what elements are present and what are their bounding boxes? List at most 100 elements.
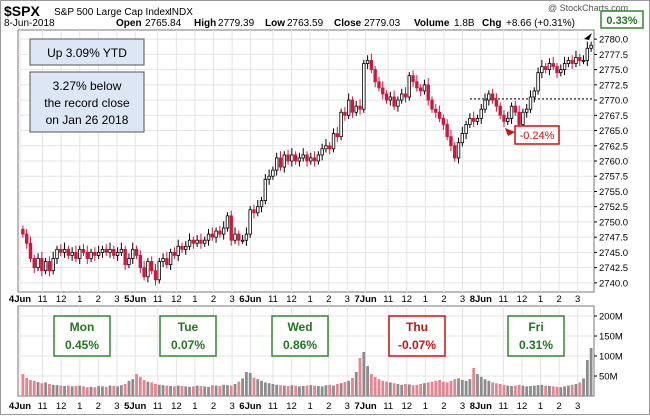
volume-bar-96 [385,381,388,396]
vol-ytick-label-3: 200M [599,312,623,323]
high-label: High [194,18,216,29]
candle-body-142 [559,69,563,74]
candle-body-133 [525,108,529,113]
volume-bar-138 [544,385,548,396]
candle-body-138 [543,66,548,71]
volume-bar-51 [214,385,218,396]
candle-body-104 [415,81,419,89]
price-ytick-label-7: 2757.5 [599,172,628,183]
candle-body-62 [256,206,260,214]
volume-bar-1 [25,378,29,396]
volume-bar-93 [373,376,377,396]
volume-bar-33 [146,381,150,396]
vol-xtick-label-5: 3 [114,401,119,412]
volume-bar-83 [335,384,339,396]
volume-bar-32 [142,380,146,396]
volume-bar-34 [150,382,154,396]
vol-xtick-label-21: 1 [423,401,428,412]
volume-bar-47 [199,386,203,396]
volume-bar-10 [59,385,63,396]
day-name-4: Fri [528,320,543,334]
candle-body-46 [195,239,199,244]
candle-body-40 [172,251,177,256]
candle-body-105 [418,87,423,92]
vol-xtick-label-1: 11 [38,401,48,412]
price-xtick-label-17: 3 [345,294,350,305]
volume-bar-45 [191,386,195,396]
volume-bar-84 [339,383,343,396]
candle-body-99 [396,99,400,107]
candle-body-27 [123,248,127,265]
high-value: 2779.39 [218,18,255,29]
candles [21,41,593,286]
volume-bar-61 [252,377,256,396]
candle-body-42 [180,245,184,250]
neg-badge-arrow [505,128,515,136]
volume-bar-141 [555,386,559,396]
volume-bar-143 [563,386,566,396]
vol-xtick-label-2: 12 [56,401,67,412]
volume-bar-58 [241,378,244,396]
candle-body-51 [214,230,218,238]
volume-bar-87 [351,378,354,396]
volume-bar-116 [460,380,464,396]
volume-bar-88 [354,372,358,396]
ytd-text: Up 3.09% YTD [47,46,127,60]
candle-body-17 [85,251,89,259]
price-xtick-label-2: 12 [56,294,67,305]
volume-bar-20 [97,386,101,396]
volume-bar-16 [82,386,85,396]
volume-bar-13 [70,386,74,396]
index-name: S&P 500 Large Cap Index [54,7,170,18]
chg-value: +8.66 (+0.31%) [506,18,575,29]
day-name-3: Thu [406,320,428,334]
volume-bar-149 [585,360,589,396]
pct-badge-box [600,10,644,29]
volume-bar-99 [396,384,400,396]
vol-xtick-label-28: 2 [556,401,561,412]
record-text-3: on Jan 26 2018 [46,113,129,127]
price-xtick-label-16: 2 [326,294,331,305]
candle-body-23 [108,248,112,253]
candle-body-71 [290,154,294,162]
candle-body-85 [343,111,347,116]
price-xtick-label-11: 3 [229,294,234,305]
day-box-1 [159,315,217,357]
day-name-2: Wed [287,320,312,334]
volume-bar-17 [85,387,89,396]
candle-body-80 [324,145,328,150]
vol-xtick-label-27: 1 [538,401,543,412]
volume-bar-75 [305,385,309,396]
volume-bar-28 [127,380,131,396]
candle-body-125 [494,99,499,107]
day-value-3: -0.07% [398,338,436,352]
candle-body-89 [358,105,362,110]
candle-body-32 [142,267,146,278]
volume-bar-56 [233,384,237,396]
volume-bar-67 [275,384,279,396]
candle-body-116 [460,133,465,144]
candle-body-94 [377,81,381,89]
candle-body-87 [350,99,355,113]
volume-bar-113 [449,380,453,396]
candle-body-132 [521,111,525,125]
vol-ytick-label-0: 50M [599,372,618,383]
candle-body-9 [55,248,59,259]
candle-body-81 [328,145,332,150]
candle-body-93 [373,69,377,83]
volume-bar-133 [525,386,529,396]
candle-body-107 [426,84,430,101]
price-xtick-label-3: 1 [77,294,82,305]
candle-body-48 [203,239,207,244]
candle-body-34 [149,261,154,272]
candle-body-91 [365,60,370,64]
candle-body-76 [309,157,313,162]
candle-body-63 [259,200,264,208]
volume-bar-140 [551,386,555,396]
volume-bar-147 [578,382,582,396]
candle-body-24 [112,248,116,256]
candle-body-82 [331,133,336,150]
price-xtick-label-27: 1 [538,294,543,305]
price-xtick-label-23: 3 [460,294,465,305]
